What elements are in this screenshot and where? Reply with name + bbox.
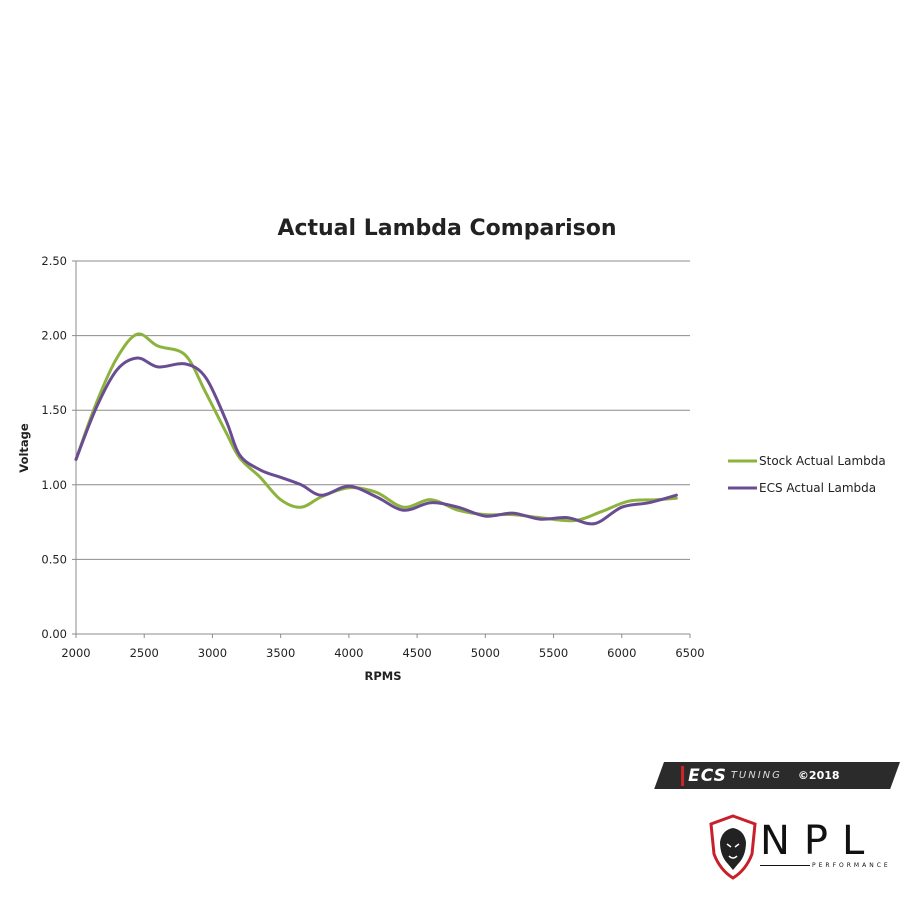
x-tick-label: 5500 (539, 646, 568, 660)
x-axis-label: RPMS (364, 669, 401, 683)
x-tick-label: 5000 (471, 646, 500, 660)
x-tick-label: 6000 (607, 646, 636, 660)
ecs-copyright: ©2018 (797, 769, 840, 782)
y-tick-label: 2.00 (41, 329, 67, 343)
y-tick-label: 1.50 (41, 403, 67, 417)
npl-logo-text: NPL (760, 818, 879, 864)
x-tick-label: 3500 (266, 646, 295, 660)
series-lines (74, 332, 678, 526)
chart-title: Actual Lambda Comparison (277, 216, 616, 241)
npl-subtitle: PERFORMANCE (812, 862, 891, 869)
x-tick-label: 4000 (334, 646, 363, 660)
ecs-logo-text: ECS (681, 765, 727, 786)
x-tick-label: 2500 (130, 646, 159, 660)
x-tick-label: 6500 (675, 646, 704, 660)
x-tick-label: 2000 (61, 646, 90, 660)
npl-divider (760, 865, 810, 866)
axes: 0.00 0.50 1.00 1.50 2.00 2.50 2000 2500 3000 3500… (41, 254, 704, 660)
legend-label: ECS Actual Lambda (759, 481, 876, 495)
legend: Stock Actual Lambda ECS Actual Lambda (728, 454, 886, 495)
npl-performance-logo: NPL PERFORMANCE (708, 812, 888, 882)
x-tick-label: 3000 (198, 646, 227, 660)
y-tick-label: 0.00 (41, 627, 67, 641)
stock-lambda-line (74, 332, 678, 523)
ecs-tuning-text: TUNING (730, 770, 782, 781)
y-tick-label: 1.00 (41, 478, 67, 492)
x-tick-label: 4500 (402, 646, 431, 660)
ecs-tuning-banner: ECS TUNING ©2018 (654, 762, 900, 789)
y-tick-label: 2.50 (41, 254, 67, 268)
legend-label: Stock Actual Lambda (759, 454, 886, 468)
lion-shield-icon (709, 814, 757, 880)
ecs-lambda-line (74, 356, 678, 526)
y-tick-label: 0.50 (41, 552, 67, 566)
y-axis-label: Voltage (17, 423, 31, 473)
gridlines (76, 260, 690, 635)
